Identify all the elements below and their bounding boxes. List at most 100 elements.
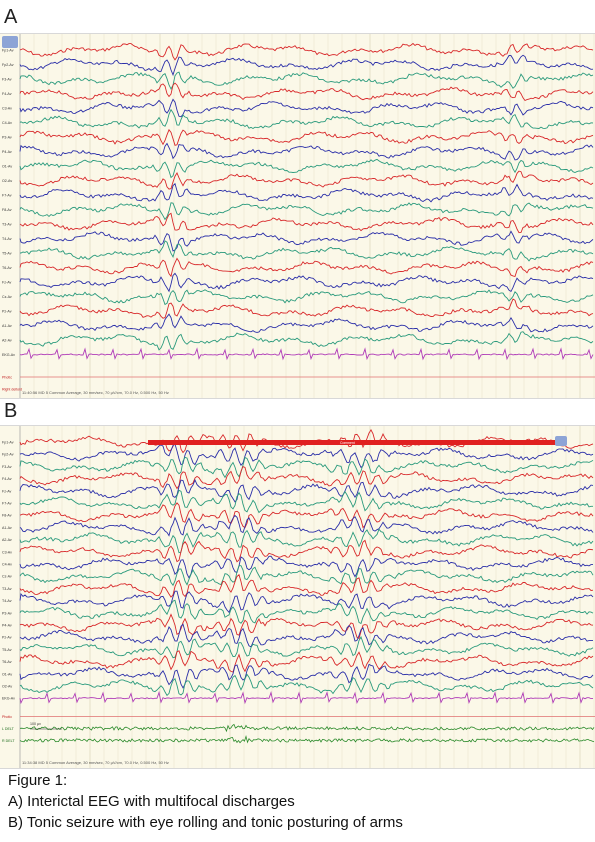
channel-trace xyxy=(19,98,594,118)
channel-trace xyxy=(19,502,594,529)
caption-line-a: A) Interictal EEG with multifocal discha… xyxy=(8,793,295,810)
channel-label: A1-Av xyxy=(2,526,12,530)
aux-label: Photic xyxy=(2,376,12,380)
channel-trace xyxy=(19,443,594,469)
channel-label: F3-Av xyxy=(2,465,12,469)
channel-label: F3-Av xyxy=(2,78,12,82)
channel-trace xyxy=(19,466,594,490)
channel-trace xyxy=(19,555,593,579)
panel-b-footer: 11:34:38 MD 5 Common Average, 30 mm/sec,… xyxy=(22,760,169,765)
channel-label: A2-Av xyxy=(2,538,12,542)
channel-trace xyxy=(19,663,594,689)
channel-label: F7-Av xyxy=(2,194,12,198)
channel-label: P4-Av xyxy=(2,150,12,154)
channel-label: P3-Av xyxy=(2,611,12,615)
channel-trace xyxy=(19,182,594,203)
channel-label: O2-Av xyxy=(2,179,12,183)
channel-label: T5-Av xyxy=(2,648,12,652)
channel-trace xyxy=(19,590,594,614)
channel-trace xyxy=(19,599,594,625)
scale-label: 100 µv xyxy=(30,722,41,726)
channel-trace xyxy=(19,613,594,640)
channel-label: Cz-Av xyxy=(2,575,12,579)
channel-trace xyxy=(19,635,594,659)
channel-trace xyxy=(20,240,594,262)
event-bar-label: Comment xyxy=(340,441,355,445)
channel-trace xyxy=(19,347,594,361)
channel-trace xyxy=(19,573,594,598)
channel-label: F7-Av xyxy=(2,502,12,506)
caption-title: Figure 1: xyxy=(8,772,68,789)
channel-label: Fp2-Av xyxy=(2,453,14,457)
aux-label: R DELT xyxy=(2,739,15,743)
channel-trace xyxy=(19,331,594,351)
channel-trace xyxy=(19,108,594,130)
channel-label: A1-Av xyxy=(2,324,12,328)
panel-a-footer: 11:40:56 MD 5 Common Average, 30 mm/sec,… xyxy=(22,390,169,395)
channel-label: C4-Av xyxy=(2,121,12,125)
eeg-panel-b: Fp1-Av Fp2-Av F3-Av F4-Av Fz-Av F7-Av F8-Av A1-… xyxy=(0,425,595,769)
eeg-panel-a: Fp1-Av Fp2-Av F3-Av F4-Av C3-Av C4-Av P3-Av P4-… xyxy=(0,33,595,399)
channel-label: P4-Av xyxy=(2,624,12,628)
channel-trace xyxy=(19,212,594,234)
channel-trace xyxy=(19,650,594,673)
channel-label: Fp1-Av xyxy=(2,441,14,445)
channel-label: F8-Av xyxy=(2,208,12,212)
panel-a-letter: A xyxy=(4,6,18,28)
channel-trace xyxy=(19,528,594,554)
channel-trace xyxy=(19,298,594,319)
channel-label: F8-Av xyxy=(2,514,12,518)
channel-label: T5-Av xyxy=(2,252,12,256)
aux-label: Photic xyxy=(2,715,12,719)
montage-icon[interactable] xyxy=(2,36,18,48)
channel-trace xyxy=(19,565,594,587)
channel-label: Fz-Av xyxy=(2,281,12,285)
channel-label: O1-Av xyxy=(2,672,12,676)
channel-label: C3-Av xyxy=(2,107,12,111)
channel-label: Cz-Av xyxy=(2,295,12,299)
channel-trace xyxy=(19,230,594,252)
channel-trace xyxy=(19,514,594,537)
channel-trace xyxy=(19,456,594,479)
channel-label: A2-Av xyxy=(2,339,12,343)
channel-trace xyxy=(19,623,593,648)
channel-label: EKG-Av xyxy=(2,697,15,701)
channel-label: C3-Av xyxy=(2,550,12,554)
channel-trace xyxy=(19,289,594,306)
channel-label: Fz-Av xyxy=(2,489,12,493)
channel-label: T3-Av xyxy=(2,587,12,591)
caption-line-b: B) Tonic seizure with eye rolling and to… xyxy=(8,814,403,831)
event-icon[interactable] xyxy=(555,436,567,446)
channel-trace xyxy=(19,42,594,61)
channel-label: O1-Av xyxy=(2,165,12,169)
channel-trace xyxy=(19,54,594,77)
channel-trace xyxy=(19,673,594,697)
seizure-event-bar[interactable] xyxy=(148,440,560,445)
channel-label: C4-Av xyxy=(2,563,12,567)
channel-trace xyxy=(19,170,594,190)
channel-label: T4-Av xyxy=(2,237,12,241)
channel-label: EKG-Av xyxy=(2,353,15,357)
channel-label: F4-Av xyxy=(2,92,12,96)
channel-trace xyxy=(19,257,594,278)
channel-trace xyxy=(19,489,593,514)
channel-trace xyxy=(19,202,594,221)
channel-label: P3-Av xyxy=(2,136,12,140)
channel-trace xyxy=(19,313,594,333)
channel-trace xyxy=(19,142,594,161)
panel-b-letter: B xyxy=(4,400,18,422)
channel-label: Pz-Av xyxy=(2,310,12,314)
emg-trace xyxy=(19,734,595,744)
emg-trace xyxy=(19,723,595,733)
channel-label: O2-Av xyxy=(2,685,12,689)
channel-label: Fp1-Av xyxy=(2,49,14,53)
channel-label: T4-Av xyxy=(2,599,12,603)
channel-trace xyxy=(19,272,594,293)
channel-trace xyxy=(19,71,594,90)
channel-label: Pz-Av xyxy=(2,636,12,640)
channel-trace xyxy=(19,478,594,503)
channel-label: F4-Av xyxy=(2,477,12,481)
figure-caption: Figure 1: A) Interictal EEG with multifo… xyxy=(8,770,403,833)
channel-trace xyxy=(19,539,594,563)
channel-label: T6-Av xyxy=(2,266,12,270)
